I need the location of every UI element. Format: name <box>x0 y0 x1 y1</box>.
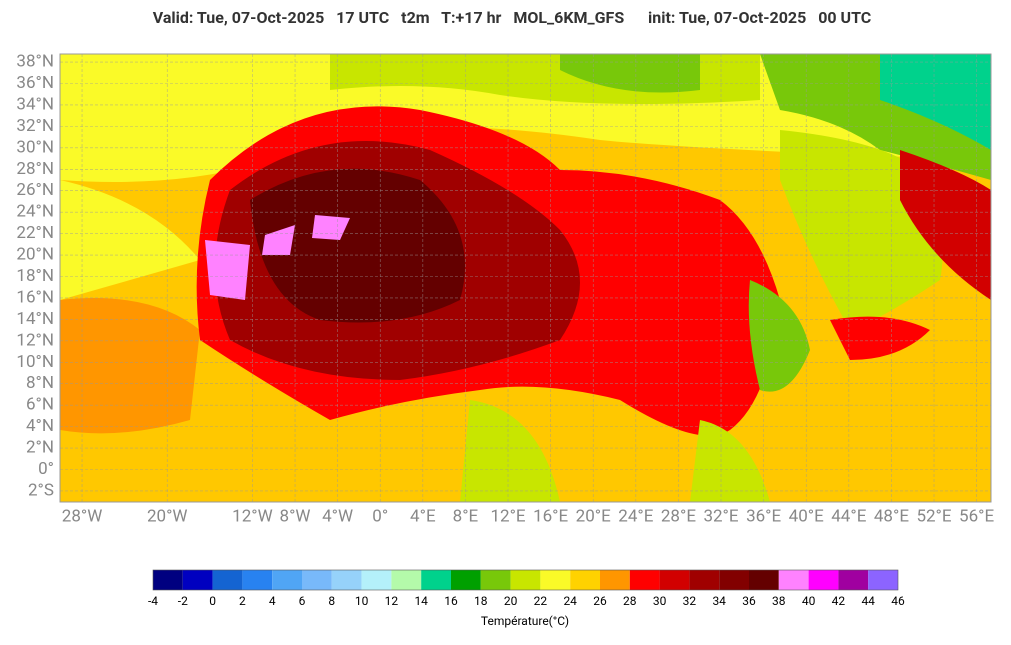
x-tick-label: 0° <box>372 506 388 526</box>
x-tick-label: 4°W <box>322 506 353 526</box>
y-tick-label: 0° <box>38 459 54 479</box>
colorbar-swatch <box>808 570 839 590</box>
colorbar-swatch <box>749 570 779 590</box>
x-tick-label: 36°E <box>746 506 781 526</box>
colorbar-swatch <box>421 570 451 590</box>
x-tick-label: 28°E <box>661 506 696 526</box>
x-tick-label: 52°E <box>916 506 951 526</box>
colorbar-tick-label: 40 <box>802 594 816 608</box>
colorbar-tick-label: 0 <box>209 594 216 608</box>
colorbar-tick-label: 46 <box>891 594 905 608</box>
colorbar-swatch <box>600 570 630 590</box>
y-tick-label: 10°N <box>16 352 54 372</box>
x-tick-label: 44°E <box>831 506 866 526</box>
y-tick-label: 20°N <box>16 245 54 265</box>
x-tick-label: 4°E <box>410 506 436 526</box>
y-tick-label: 32°N <box>16 116 54 136</box>
y-tick-label: 30°N <box>16 137 54 157</box>
colorbar-swatch <box>272 570 302 590</box>
colorbar-frame <box>152 569 899 591</box>
colorbar-tick-label: 22 <box>534 594 548 608</box>
colorbar-tick-label: 18 <box>474 594 488 608</box>
graticule <box>60 54 991 502</box>
colorbar-swatch <box>540 570 571 590</box>
y-tick-label: 28°N <box>16 159 54 179</box>
colorbar-label: Température(°C) <box>481 614 569 628</box>
y-tick-label: 24°N <box>16 202 54 222</box>
colorbar-swatch <box>212 570 243 590</box>
colorbar-swatch <box>361 570 392 590</box>
x-tick-label: 24°E <box>618 506 653 526</box>
y-tick-label: 22°N <box>16 223 54 243</box>
y-tick-label: 26°N <box>16 180 54 200</box>
colorbar-tick-label: 30 <box>653 594 667 608</box>
x-tick-label: 56°E <box>959 506 994 526</box>
y-tick-label: 14°N <box>16 309 54 329</box>
colorbar-tick-label: 34 <box>712 594 726 608</box>
colorbar-swatch <box>689 570 720 590</box>
colorbar-swatch <box>629 570 660 590</box>
map-field <box>60 54 991 502</box>
colorbar-swatch <box>331 570 362 590</box>
x-tick-label: 12°W <box>232 506 273 526</box>
colorbar-swatch <box>719 570 749 590</box>
colorbar-swatch <box>391 570 422 590</box>
colorbar-swatch <box>570 570 600 590</box>
colorbar-tick-label: 10 <box>355 594 369 608</box>
colorbar-swatch <box>659 570 690 590</box>
y-tick-label: 18°N <box>16 266 54 286</box>
colorbar-tick-label: 32 <box>683 594 697 608</box>
y-tick-label: 38°N <box>16 52 54 72</box>
y-tick-label: 2°S <box>28 480 54 500</box>
colorbar-swatch <box>510 570 541 590</box>
y-tick-label: 16°N <box>16 287 54 307</box>
colorbar-tick-label: 26 <box>593 594 607 608</box>
colorbar-tick-label: 16 <box>444 594 458 608</box>
x-tick-label: 20°E <box>576 506 611 526</box>
colorbar-tick-label: 8 <box>328 594 335 608</box>
colorbar-tick-label: -4 <box>148 594 158 608</box>
map-frame <box>59 53 992 503</box>
y-tick-label: 34°N <box>16 94 54 114</box>
title: Valid: Tue, 07-Oct-2025 17 UTC t2m T:+17… <box>153 8 872 27</box>
y-tick-label: 8°N <box>26 373 54 393</box>
colorbar-tick-label: 14 <box>414 594 428 608</box>
colorbar-swatch <box>838 570 869 590</box>
colorbar-tick-label: 20 <box>504 594 518 608</box>
colorbar-swatch <box>451 570 481 590</box>
x-tick-label: 28°W <box>62 506 103 526</box>
colorbar-tick-label: 24 <box>563 594 577 608</box>
colorbar-tick-label: 2 <box>239 594 246 608</box>
x-tick-label: 16°E <box>533 506 568 526</box>
colorbar-tick-label: 38 <box>772 594 786 608</box>
y-tick-label: 2°N <box>26 438 54 458</box>
x-tick-label: 40°E <box>789 506 824 526</box>
colorbar-swatch <box>302 570 332 590</box>
colorbar-tick-label: 28 <box>623 594 637 608</box>
colorbar-tick-label: 12 <box>385 594 399 608</box>
colorbar-swatch <box>778 570 809 590</box>
x-tick-label: 8°W <box>280 506 311 526</box>
colorbar-swatch <box>182 570 213 590</box>
y-tick-label: 6°N <box>26 395 54 415</box>
x-tick-label: 20°W <box>147 506 188 526</box>
colorbar-tick-label: 4 <box>269 594 276 608</box>
colorbar-swatch <box>242 570 273 590</box>
colorbar-tick-label: 6 <box>299 594 306 608</box>
x-tick-label: 8°E <box>453 506 479 526</box>
x-tick-label: 48°E <box>874 506 909 526</box>
y-tick-label: 4°N <box>26 416 54 436</box>
colorbar-tick-label: -2 <box>178 594 188 608</box>
colorbar-tick-label: 44 <box>861 594 875 608</box>
y-tick-label: 36°N <box>16 73 54 93</box>
colorbar-swatch <box>480 570 511 590</box>
colorbar-swatch <box>153 570 183 590</box>
colorbar-tick-label: 36 <box>742 594 756 608</box>
colorbar-tick-label: 42 <box>832 594 846 608</box>
x-tick-label: 12°E <box>490 506 525 526</box>
x-tick-label: 32°E <box>703 506 738 526</box>
y-tick-label: 12°N <box>16 330 54 350</box>
colorbar-swatch <box>868 570 898 590</box>
